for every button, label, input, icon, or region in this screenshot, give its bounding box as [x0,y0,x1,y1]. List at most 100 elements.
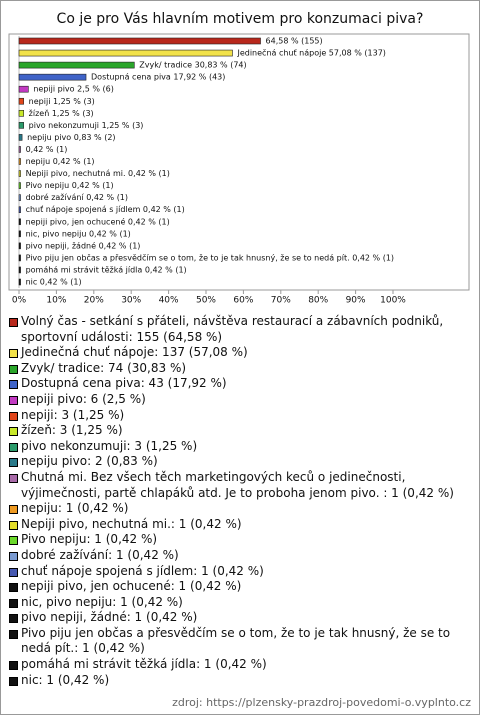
legend-item: nepiju pivo: 2 (0,83 %) [9,454,469,470]
legend-item: nic, pivo nepiju: 1 (0,42 %) [9,595,469,611]
bar-label: chuť nápoje spojená s jídlem 0,42 % (1) [26,205,185,214]
bar-label: pivo nepiji, žádné 0,42 % (1) [26,240,141,250]
bar [18,182,21,189]
legend-swatch [9,458,18,468]
x-tick-label: 20% [84,296,104,306]
bar-label: nepiju pivo 0,83 % (2) [27,133,115,142]
legend-label: nepiji pivo: 6 (2,5 %) [21,391,146,406]
legend-label: nepiju pivo: 2 (0,83 %) [21,454,158,469]
bar [18,49,233,57]
bar-label: Zvyk/ tradice 30,83 % (74) [139,61,246,70]
bar [18,61,135,69]
legend-swatch [9,676,18,686]
bar-label: dobré zažívání 0,42 % (1) [26,192,128,202]
bar-label: Jedinečná chuť nápoje 57,08 % (137) [236,48,385,58]
legend-swatch [9,661,18,671]
legend-swatch [9,567,18,577]
bar [18,254,21,262]
chart-title: Co je pro Vás hlavním motivem pro konzum… [57,11,424,27]
legend-item: žízeň: 3 (1,25 %) [9,423,469,439]
x-tick-label: 60% [233,296,253,306]
legend-swatch [9,395,18,405]
legend-label: nepiji pivo, jen ochucené: 1 (0,42 %) [21,579,242,594]
legend-swatch [9,364,18,374]
bar [18,170,21,177]
bar [18,242,21,250]
legend-swatch [9,442,18,452]
legend-item: chuť nápoje spojená s jídlem: 1 (0,42 %) [9,564,469,580]
legend-label: nepiju: 1 (0,42 %) [21,501,129,516]
legend-item: Pivo piju jen občas a přesvědčím se o to… [9,626,469,657]
legend-label: Pivo nepiju: 1 (0,42 %) [21,532,158,547]
bar-label: Pivo piju jen občas a přesvědčím se o to… [26,252,394,262]
legend-label: pivo nepiji, žádné: 1 (0,42 %) [21,610,198,625]
legend-label: Zvyk/ tradice: 74 (30,83 %) [21,360,187,375]
bar [18,194,21,201]
bar [18,146,21,153]
legend-label: pomáhá mi strávit těžká jídla: 1 (0,42 %… [21,657,267,672]
bar-label: žízeň 1,25 % (3) [29,108,94,118]
bar-label: nepiji 1,25 % (3) [29,97,95,106]
legend-label: nic, pivo nepiju: 1 (0,42 %) [21,594,183,609]
legend-label: chuť nápoje spojená s jídlem: 1 (0,42 %) [21,563,264,578]
bar [18,73,87,81]
legend-label: Dostupná cena piva: 43 (17,92 %) [21,376,227,391]
bar-label: nepiji pivo, jen ochucené 0,42 % (1) [26,216,170,226]
legend-swatch [9,551,18,561]
legend-label: Jedinečná chuť nápoje: 137 (57,08 %) [21,345,248,360]
bar [18,122,24,129]
legend-item: nepiji pivo, jen ochucené: 1 (0,42 %) [9,579,469,595]
legend-item: Volný čas - setkání s přáteli, návštěva … [9,314,469,345]
legend-item: nic: 1 (0,42 %) [9,673,469,689]
legend-item: dobré zažívání: 1 (0,42 %) [9,548,469,564]
legend-label: Chutná mi. Bez všech těch marketingových… [21,469,454,500]
plot-frame [8,33,470,291]
bar-label: 64,58 % (155) [266,37,323,46]
x-tick-label: 70% [271,296,291,306]
legend-label: Pivo piju jen občas a přesvědčím se o to… [21,625,451,656]
legend-item: nepiji: 3 (1,25 %) [9,408,469,424]
legend-item: pivo nepiji, žádné: 1 (0,42 %) [9,610,469,626]
legend-item: Pivo nepiju: 1 (0,42 %) [9,532,469,548]
legend-swatch [9,505,18,515]
x-tick-label: 40% [159,296,179,306]
x-tick-label: 100% [380,296,406,306]
bar [18,218,21,226]
legend-swatch [9,411,18,421]
bar [18,97,24,105]
bar [18,110,24,117]
legend-swatch [9,614,18,624]
legend-swatch [9,318,18,327]
legend-item: Chutná mi. Bez všech těch marketingových… [9,470,469,501]
legend-swatch [9,629,18,639]
x-tick-label: 0% [12,296,27,306]
bar [18,37,261,45]
x-tick-label: 90% [346,296,366,306]
x-tick-label: 30% [121,296,141,306]
bar [18,278,21,286]
legend-swatch [9,536,18,546]
bar-label: 0,42 % (1) [26,145,68,154]
bar [18,230,21,238]
bar-label: Pivo nepiju 0,42 % (1) [26,181,114,190]
legend-item: Nepiji pivo, nechutná mi.: 1 (0,42 %) [9,517,469,533]
legend-item: nepiji pivo: 6 (2,5 %) [9,392,469,408]
legend-label: nic: 1 (0,42 %) [21,672,110,687]
bar-label: nepiju 0,42 % (1) [26,157,95,166]
legend-swatch [9,520,18,530]
bar-label: nepiji pivo 2,5 % (6) [33,85,114,94]
bar [18,158,21,165]
bar [18,266,21,274]
legend-item: Jedinečná chuť nápoje: 137 (57,08 %) [9,345,469,361]
legend-swatch [9,380,18,390]
bar-label: pomáhá mi strávit těžká jídla 0,42 % (1) [26,265,187,274]
source: zdroj: https://plzensky-prazdroj-povedom… [172,696,471,709]
bar-label: pivo nekonzumuji 1,25 % (3) [29,121,144,130]
legend-item: pomáhá mi strávit těžká jídla: 1 (0,42 %… [9,657,469,673]
chart: Co je pro Vás hlavním motivem pro konzum… [8,11,470,306]
bar-label: nic 0,42 % (1) [26,278,82,287]
legend-label: dobré zažívání: 1 (0,42 %) [21,547,179,562]
legend-item: Zvyk/ tradice: 74 (30,83 %) [9,361,469,377]
legend-item: pivo nekonzumuji: 3 (1,25 %) [9,439,469,455]
